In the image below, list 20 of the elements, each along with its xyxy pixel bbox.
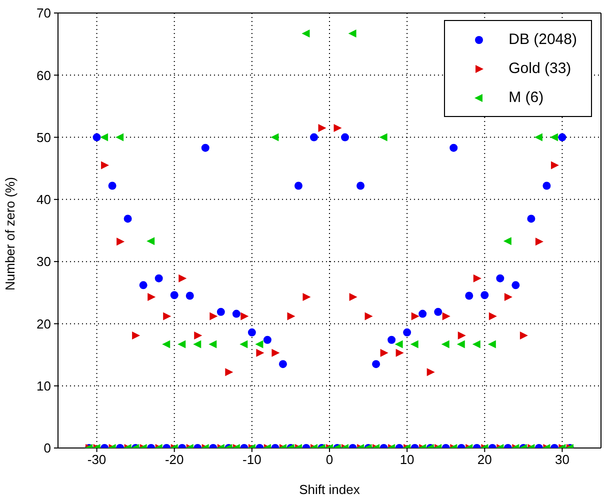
x-tick-label: 20: [477, 452, 492, 468]
legend-label: Gold (33): [508, 59, 572, 79]
y-tick-label: 50: [36, 130, 51, 145]
y-tick-label: 20: [36, 316, 51, 332]
y-tick-label: 10: [36, 378, 51, 394]
y-tick-label: 60: [36, 68, 51, 83]
y-axis-title: Number of zero (%): [2, 177, 18, 290]
x-axis-title: Shift index: [299, 482, 360, 497]
y-tick-label: 30: [36, 254, 51, 270]
x-tick-label: -10: [242, 452, 262, 468]
x-tick-label: 0: [326, 452, 334, 468]
y-tick-label: 40: [36, 192, 51, 208]
x-tick-label: 10: [400, 452, 414, 468]
y-tick-label: 0: [44, 440, 51, 456]
y-tick-label: 70: [36, 6, 51, 21]
legend-label: DB (2048): [508, 30, 577, 50]
x-tick-label: -20: [164, 452, 184, 468]
x-tick-label: 30: [554, 452, 570, 468]
x-tick-label: -30: [87, 452, 106, 468]
legend-label: M (6): [508, 88, 544, 108]
